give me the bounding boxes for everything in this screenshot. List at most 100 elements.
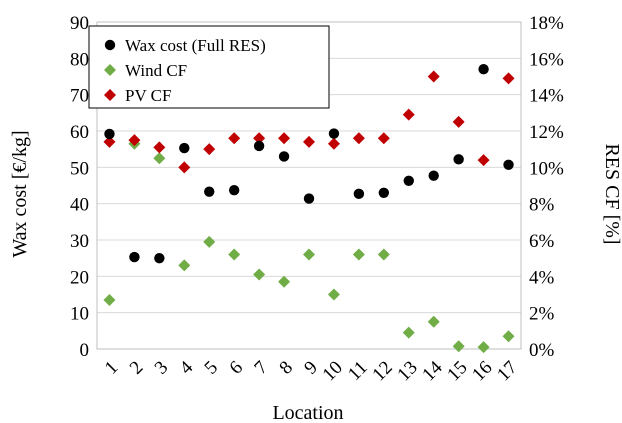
wax-cost-full-res-point — [154, 252, 165, 264]
x-tick-label: 3 — [151, 357, 173, 379]
x-tick-label: 8 — [275, 357, 297, 379]
wax-cost-full-res-point — [179, 142, 190, 154]
pv-cf-point — [452, 115, 465, 128]
wind-cf-point — [103, 293, 116, 306]
x-tick-label: 16 — [468, 357, 496, 385]
y2-tick-label: 16% — [529, 49, 564, 70]
pv-cf-point — [228, 132, 241, 145]
wind-cf-point — [253, 268, 266, 281]
right-axis-ticks: 0% 2% 4% 6% 8% 10% 12% 14% 16% 18% — [529, 13, 564, 361]
data-points — [103, 64, 515, 354]
wind-cf-point — [278, 275, 291, 288]
pv-cf-point — [178, 161, 191, 174]
plot-area — [96, 21, 522, 350]
pv-cf-point — [103, 135, 116, 148]
x-tick-label: 15 — [443, 357, 471, 385]
wax-cost-full-res-point — [104, 128, 115, 140]
pv-cf-point — [153, 141, 166, 154]
y-tick-label: 50 — [70, 158, 89, 179]
wax-cost-full-res-point — [228, 185, 240, 196]
pv-cf-point — [352, 132, 365, 145]
x-tick-label: 5 — [201, 357, 223, 379]
wind-cf-point — [402, 326, 415, 339]
legend-box — [88, 25, 330, 109]
pv-cf-point — [327, 137, 340, 150]
legend-marker-pv-cf — [104, 89, 116, 101]
wax-cost-full-res-point — [328, 128, 340, 139]
pv-cf-point — [402, 108, 415, 121]
x-tick-label: 6 — [226, 357, 248, 379]
y-tick-label: 90 — [70, 13, 89, 34]
y2-tick-label: 10% — [529, 158, 564, 179]
x-tick-label: 4 — [176, 357, 198, 379]
pv-cf-point — [278, 132, 291, 145]
wind-cf-point — [153, 152, 166, 165]
y2-tick-label: 8% — [529, 195, 555, 216]
wax-cost-full-res-point — [428, 170, 439, 181]
left-axis-ticks: 0 10 20 30 40 50 60 70 80 90 — [70, 13, 89, 361]
legend: Wax cost (Full RES) Wind CF PV CF — [88, 25, 330, 109]
pv-cf-point — [128, 134, 141, 147]
y2-tick-label: 14% — [529, 86, 564, 107]
wind-cf-point — [203, 235, 216, 248]
y-tick-label: 80 — [70, 49, 89, 70]
y2-axis-title: RES CF [%] — [601, 143, 622, 244]
x-tick-label: 1 — [101, 357, 123, 379]
wax-cost-full-res-point — [129, 251, 140, 263]
wax-cost-full-res-point — [503, 159, 514, 170]
wind-cf-point — [452, 340, 465, 353]
pv-cf-point — [377, 132, 390, 145]
x-tick-label: 17 — [493, 357, 521, 385]
wax-cost-full-res-point — [204, 186, 215, 197]
y-tick-label: 20 — [70, 267, 89, 288]
x-tick-label: 7 — [250, 357, 272, 379]
wax-cost-full-res-point — [303, 193, 315, 204]
y-tick-label: 0 — [80, 340, 90, 361]
y2-tick-label: 6% — [529, 231, 555, 252]
y-tick-label: 70 — [70, 86, 89, 107]
pv-cf-point — [427, 70, 440, 83]
y2-tick-label: 4% — [529, 267, 555, 288]
x-tick-label: 10 — [319, 357, 347, 385]
y2-tick-label: 0% — [529, 340, 555, 361]
wind-cf-point — [352, 248, 365, 261]
wax-cost-full-res-point — [353, 188, 365, 200]
pv-cf-point — [303, 135, 315, 148]
wind-cf-point — [327, 288, 340, 301]
pv-cf-point — [253, 132, 266, 145]
y-axis-title: Wax cost [€/kg] — [9, 130, 31, 257]
x-tick-label: 13 — [393, 357, 421, 385]
pv-cf-point — [477, 154, 490, 167]
legend-marker-wax-cost-full-res — [104, 39, 116, 51]
y2-tick-label: 2% — [529, 304, 555, 325]
wax-cost-full-res-point — [253, 140, 265, 152]
pv-cf-point — [203, 143, 216, 156]
x-tick-label: 12 — [368, 357, 396, 385]
wax-cost-full-res-point — [278, 151, 290, 162]
y2-tick-label: 12% — [529, 122, 564, 143]
legend-marker-wind-cf — [104, 64, 116, 76]
wax-cost-full-res-point — [453, 154, 464, 165]
x-axis-title: Location — [272, 402, 343, 423]
y-tick-label: 30 — [70, 231, 89, 252]
wind-cf-point — [377, 248, 390, 261]
x-tick-label: 9 — [300, 357, 322, 379]
legend-label-wind-cf: Wind CF — [125, 61, 187, 80]
wind-cf-point — [477, 341, 490, 354]
y2-tick-label: 18% — [529, 13, 564, 34]
legend-label-wax-cost-full-res: Wax cost (Full RES) — [125, 36, 266, 55]
y-tick-label: 40 — [70, 195, 89, 216]
pv-cf-point — [502, 72, 515, 85]
x-tick-label: 2 — [126, 357, 148, 379]
wind-cf-point — [178, 259, 191, 272]
wind-cf-point — [427, 315, 440, 328]
y-tick-label: 10 — [70, 304, 89, 325]
wind-cf-point — [303, 248, 315, 261]
y-tick-label: 60 — [70, 122, 89, 143]
wax-cost-full-res-point — [478, 64, 489, 75]
wind-cf-point — [502, 330, 515, 343]
wind-cf-point — [228, 248, 241, 261]
legend-label-pv-cf: PV CF — [125, 86, 171, 105]
